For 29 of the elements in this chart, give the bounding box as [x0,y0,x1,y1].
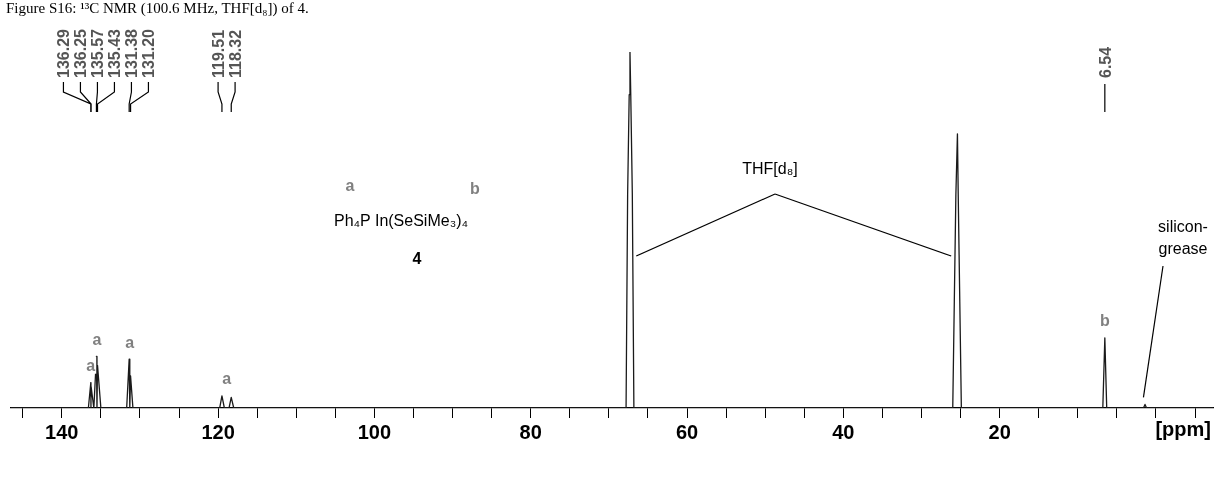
annotation: a [125,333,135,351]
annotation: 135.43 [106,28,124,78]
annotation: 131.38 [123,28,141,78]
annotation: a [92,330,102,348]
x-tick-label: 40 [832,420,855,443]
annotation: a [222,370,232,388]
annotation: b [470,180,481,198]
annotation: 6.54 [1096,46,1114,78]
annotation: 136.25 [72,28,90,78]
x-tick-label: 20 [988,420,1011,443]
annotation: silicon- grease [1158,218,1208,258]
annotation: 4 [412,250,422,268]
annotation: Ph₄P In(SeSiMe₃)₄ [334,212,468,230]
annotation: 136.29 [55,28,73,78]
x-tick-label: 100 [357,420,392,443]
x-tick-label: 120 [201,420,235,443]
annotation: b [1099,312,1110,330]
annotation: 118.32 [227,29,245,78]
x-axis-title: [ppm] [1155,417,1211,440]
x-tick-label: 80 [519,420,542,443]
annotation: 131.20 [140,28,158,78]
chart-title: Figure S16: ¹³C NMR (100.6 MHz, THF[d₈]) of 4. [5,0,310,18]
annotation: a [345,177,355,195]
x-tick-label: 60 [675,420,699,443]
annotation: 119.51 [210,29,228,78]
annotation: 135.57 [89,28,107,78]
annotation: THF[d₈] [742,160,798,178]
annotation: a [86,357,96,375]
x-tick-label: 140 [45,420,79,443]
